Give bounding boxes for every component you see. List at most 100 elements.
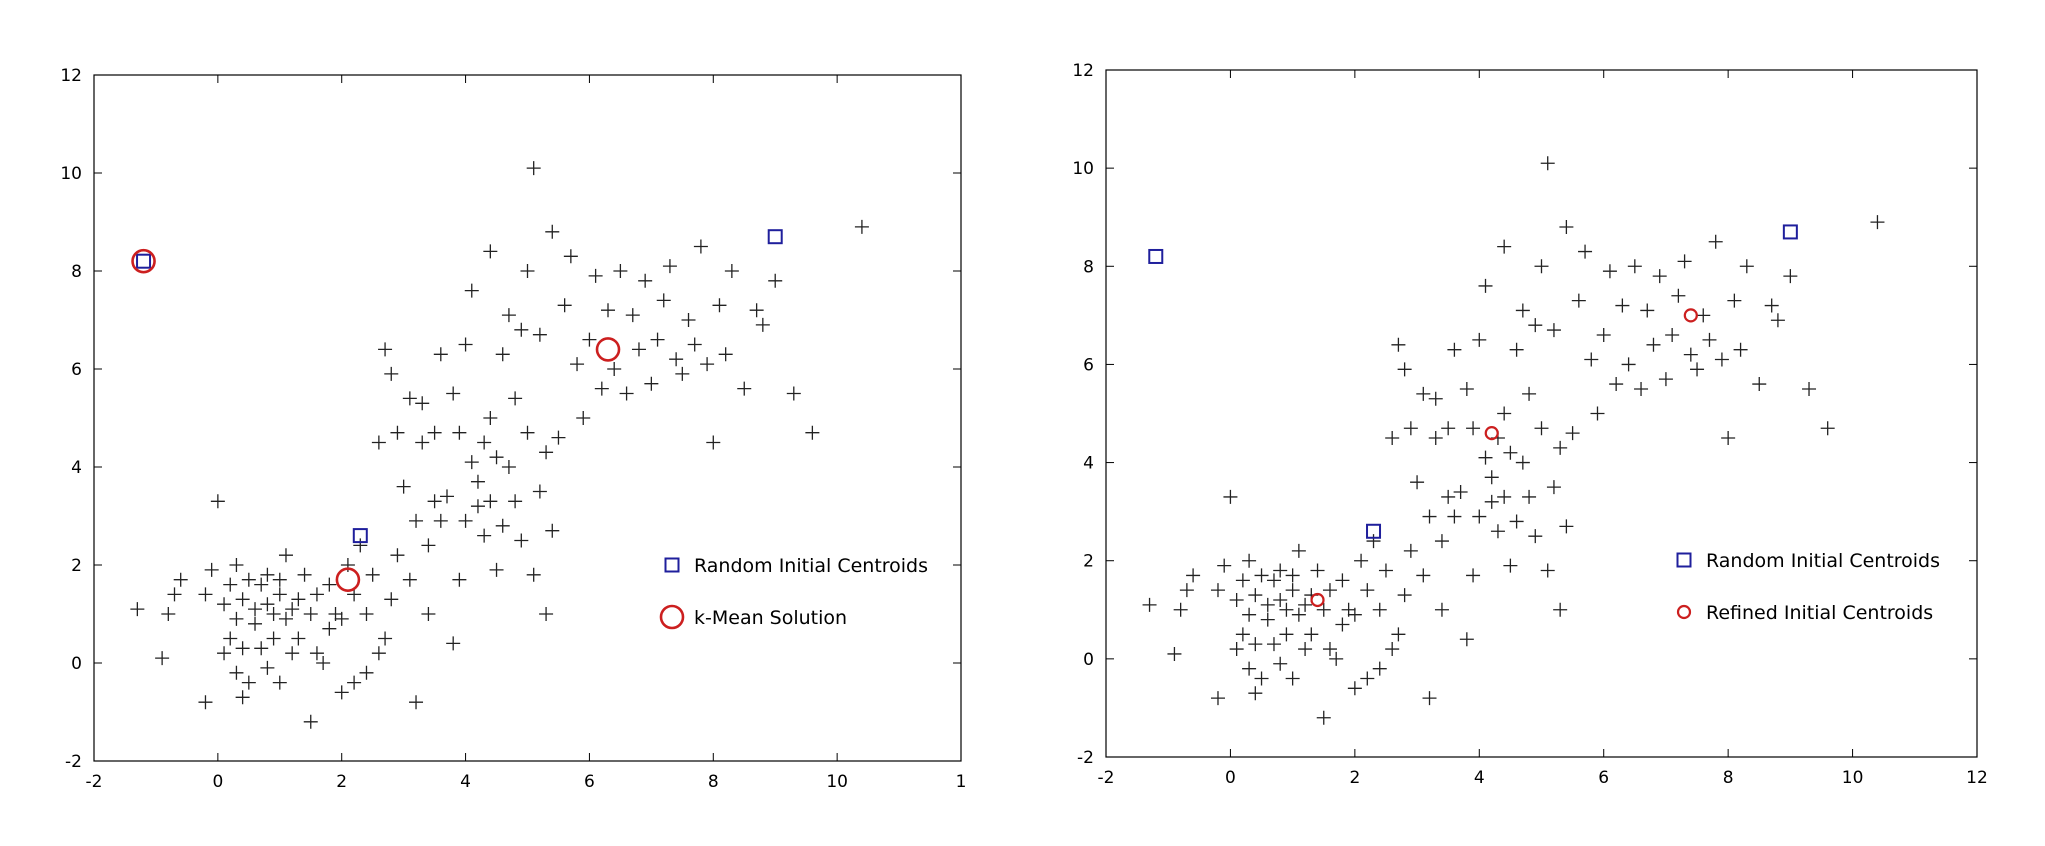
data-point xyxy=(644,376,659,391)
x-tick-label: 0 xyxy=(1225,768,1236,788)
data-point xyxy=(1335,573,1350,588)
data-point xyxy=(613,264,628,278)
data-point xyxy=(378,631,393,646)
data-point xyxy=(508,494,523,509)
legend-swatch xyxy=(1676,604,1692,620)
data-point xyxy=(439,489,454,504)
data-point xyxy=(700,357,715,372)
data-point xyxy=(1378,563,1393,578)
data-point xyxy=(254,641,269,656)
data-point xyxy=(1167,646,1182,661)
data-point xyxy=(1802,381,1817,396)
data-point xyxy=(1721,431,1736,446)
data-point xyxy=(1322,583,1337,598)
data-point xyxy=(1621,357,1636,372)
x-tick-label: 2 xyxy=(1349,768,1360,788)
data-point xyxy=(1466,421,1481,436)
data-point xyxy=(248,616,263,631)
data-point xyxy=(272,587,287,602)
data-point xyxy=(1416,568,1431,583)
refined-centroid-marker xyxy=(1683,308,1698,323)
data-point xyxy=(1478,278,1493,293)
right-scatter-chart: -2 0 2 4 6 8 10 12 -2 0 2 4 6 8 10 12 Random Initial Cen… xyxy=(1072,61,1987,788)
data-point xyxy=(316,656,331,670)
data-point xyxy=(378,342,393,357)
data-point xyxy=(1298,597,1313,612)
data-point xyxy=(1497,239,1512,254)
data-point xyxy=(1652,269,1667,284)
data-point xyxy=(402,572,417,587)
data-point xyxy=(1385,642,1400,657)
data-point xyxy=(1702,332,1717,347)
data-point xyxy=(539,607,554,621)
data-point xyxy=(1229,592,1244,607)
x-tick-label: 12 xyxy=(1966,768,1988,788)
data-point xyxy=(495,347,510,362)
data-point xyxy=(198,587,213,602)
data-point xyxy=(1273,656,1288,671)
data-point xyxy=(285,602,300,617)
legend-swatch xyxy=(1676,552,1692,568)
data-point xyxy=(1372,661,1387,676)
data-point xyxy=(235,592,250,607)
y-tick-label: 8 xyxy=(1083,257,1094,277)
data-point xyxy=(1322,642,1337,657)
data-point xyxy=(1347,607,1362,622)
data-point xyxy=(297,567,312,582)
data-point xyxy=(235,690,250,705)
data-point xyxy=(1235,573,1250,588)
data-point xyxy=(458,513,473,528)
data-point xyxy=(1248,637,1263,652)
data-point xyxy=(1173,602,1188,617)
legend-label: k-Mean Solution xyxy=(694,607,847,629)
y-tick-label: 2 xyxy=(71,556,82,576)
data-point xyxy=(501,460,516,474)
data-point xyxy=(130,602,145,617)
data-point xyxy=(464,455,479,470)
data-point xyxy=(266,631,281,646)
random-centroid-marker xyxy=(1148,248,1164,264)
data-point xyxy=(359,607,374,621)
data-point xyxy=(1478,450,1493,465)
data-point xyxy=(415,435,430,450)
data-point xyxy=(167,587,182,602)
data-point xyxy=(1142,597,1157,612)
data-point xyxy=(1584,352,1599,367)
data-point xyxy=(1248,686,1263,701)
data-point xyxy=(619,386,634,401)
data-point xyxy=(768,273,783,288)
data-point xyxy=(433,347,448,362)
data-point xyxy=(1665,327,1680,342)
data-point xyxy=(1459,632,1474,647)
data-point xyxy=(1285,568,1300,583)
data-point xyxy=(483,411,498,425)
data-point xyxy=(229,558,244,572)
refined-centroid-marker-group xyxy=(1310,308,1698,608)
random-centroid-marker-group xyxy=(136,229,783,544)
data-point xyxy=(291,592,306,607)
data-point xyxy=(1546,480,1561,495)
data-point xyxy=(1434,534,1449,549)
data-point xyxy=(1403,421,1418,436)
data-point xyxy=(1279,602,1294,617)
data-point xyxy=(1522,386,1537,401)
data-point xyxy=(1210,583,1225,598)
data-point xyxy=(1503,445,1518,460)
data-point xyxy=(1310,563,1325,578)
data-point xyxy=(1410,475,1425,490)
data-point xyxy=(477,435,492,450)
data-point xyxy=(303,607,318,621)
data-point xyxy=(1553,440,1568,455)
data-point xyxy=(656,293,671,308)
data-point xyxy=(1459,381,1474,396)
data-point xyxy=(607,362,622,376)
data-point xyxy=(291,631,306,646)
data-point xyxy=(520,425,535,440)
data-point xyxy=(1540,563,1555,578)
data-point xyxy=(1820,421,1835,436)
data-point xyxy=(223,577,238,592)
legend-swatch xyxy=(659,604,685,630)
data-point xyxy=(1422,691,1437,706)
data-point xyxy=(501,308,516,323)
data-point xyxy=(248,602,263,617)
